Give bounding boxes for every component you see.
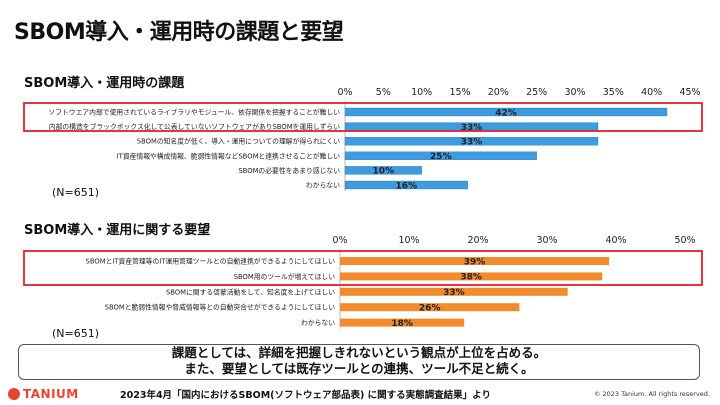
chart2-title: SBOM導入・運用に関する要望 bbox=[24, 223, 211, 238]
chart1-tick-label: 40% bbox=[641, 87, 662, 98]
chart1-data-label: 10% bbox=[373, 167, 395, 177]
chart1-tick-label: 35% bbox=[603, 87, 624, 98]
chart2-category-label: SBOMとIT資産管理等のIT運用管理ツールとの自動連携ができるようにしてほしい bbox=[86, 257, 336, 266]
chart1-data-label: 33% bbox=[461, 138, 483, 148]
summary-box: 課題としては、詳細を把握しきれないという観点が上位を占める。 また、要望としては… bbox=[18, 344, 700, 380]
chart1-tick-label: 30% bbox=[564, 87, 585, 98]
chart1-highlight-box bbox=[23, 102, 703, 132]
page-title: SBOM導入・運用時の課題と要望 bbox=[14, 20, 344, 45]
chart2-tick-label: 50% bbox=[674, 235, 695, 246]
chart2-bar bbox=[340, 272, 603, 281]
chart2-bar bbox=[340, 287, 568, 296]
chart2-highlight-box bbox=[23, 250, 703, 286]
chart2-tick-label: 30% bbox=[536, 235, 557, 246]
chart1-bar bbox=[344, 180, 468, 190]
chart2-category-label: SBOMに関する啓蒙活動をして、知名度を上げてほしい bbox=[166, 287, 335, 296]
chart2-data-label: 18% bbox=[391, 319, 413, 329]
charts-canvas: 0% 5% 10% 15% 20% 25% 30% 35% 40% 45% ソフトウエア内部で使用さ… bbox=[23, 87, 703, 329]
chart1-tick-label: 15% bbox=[449, 87, 470, 98]
tanium-logo-icon bbox=[8, 388, 20, 400]
logo-text: TANIUM bbox=[23, 387, 79, 401]
chart2-n-label: (N=651) bbox=[52, 327, 100, 340]
chart1-category-label: わからない bbox=[306, 182, 340, 190]
chart1-bar bbox=[344, 137, 599, 146]
chart2-tick-label: 0% bbox=[332, 235, 347, 246]
chart1-category-label: IT資産情報や構成情報、脆弱性情報などSBOMと連携させることが難しい bbox=[117, 151, 341, 160]
summary-line-2: また、要望としては既存ツールとの連携、ツール不足と続く。 bbox=[184, 361, 534, 376]
chart2-bar bbox=[340, 303, 520, 312]
chart1-category-label: SBOMの知名度が低く、導入・運用についての理解が得られにくい bbox=[137, 137, 340, 146]
chart2-bar bbox=[340, 318, 465, 327]
summary-line-1: 課題としては、詳細を把握しきれないという観点が上位を占める。 bbox=[171, 345, 547, 360]
chart1-bar bbox=[344, 151, 537, 160]
chart1-bar bbox=[344, 166, 422, 175]
chart1-tick-label: 45% bbox=[679, 87, 700, 98]
chart2-data-label: 33% bbox=[443, 288, 465, 298]
chart1-tick-label: 10% bbox=[411, 87, 432, 98]
tanium-logo: TANIUM bbox=[8, 387, 79, 401]
chart1-tick-label: 5% bbox=[376, 87, 391, 98]
chart1-category-label: 内部の構造をブラックボックス化して公表していないソフトウェアがありSBOMを運用… bbox=[49, 122, 340, 131]
chart1-data-label: 42% bbox=[495, 108, 517, 118]
chart1-data-label: 25% bbox=[430, 152, 452, 162]
chart1-tick-label: 0% bbox=[337, 87, 352, 98]
chart1-category-label: ソフトウエア内部で使用されているライブラリやモジュール、依存関係を把握することが… bbox=[48, 108, 340, 117]
footer: TANIUM 2023年4月「国内におけるSBOM(ソフトウェア部品表) に関す… bbox=[0, 384, 720, 405]
chart2-tick-label: 40% bbox=[605, 235, 626, 246]
copyright: © 2023 Tanium. All rights reserved. bbox=[593, 390, 710, 398]
source-note: 2023年4月「国内におけるSBOM(ソフトウェア部品表) に関する実態調査結果… bbox=[120, 390, 491, 401]
chart1-tick-label: 25% bbox=[526, 87, 547, 98]
chart2-data-label: 26% bbox=[419, 304, 441, 314]
chart2-category-label: わからない bbox=[301, 319, 335, 327]
chart2-tick-label: 10% bbox=[398, 235, 419, 246]
chart1-n-label: (N=651) bbox=[52, 186, 100, 199]
chart1-data-label: 16% bbox=[396, 181, 418, 191]
chart1-data-label: 33% bbox=[461, 123, 483, 133]
chart2-data-label: 38% bbox=[460, 273, 482, 283]
chart2-category-label: SBOMと脆弱性情報や脅威情報等との自動突合せができるようにしてほしい bbox=[105, 303, 336, 312]
chart2-category-label: SBOM用のツールが増えてほしい bbox=[234, 272, 335, 281]
chart1-title: SBOM導入・運用時の課題 bbox=[24, 76, 185, 91]
chart2-data-label: 39% bbox=[464, 257, 486, 267]
chart1-tick-label: 20% bbox=[488, 87, 509, 98]
chart2-bar bbox=[340, 257, 610, 265]
chart2-tick-label: 20% bbox=[467, 235, 488, 246]
chart1-category-label: SBOMの必要性をあまり感じない bbox=[238, 166, 340, 175]
chart1-bar bbox=[344, 107, 668, 117]
